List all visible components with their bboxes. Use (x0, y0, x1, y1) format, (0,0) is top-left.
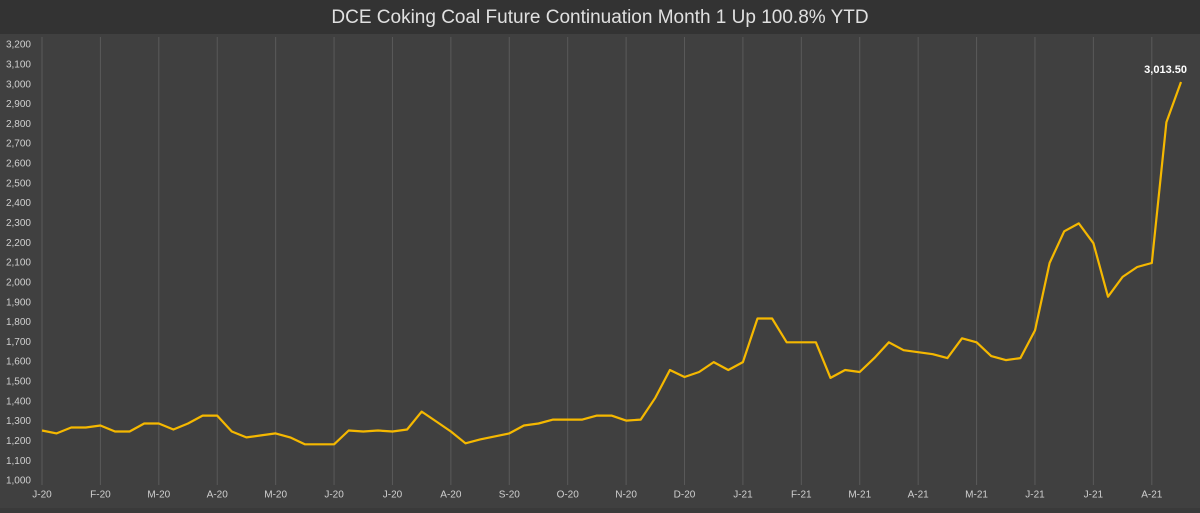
y-tick-label: 1,700 (6, 337, 31, 348)
x-tick-label: A-21 (1141, 490, 1163, 501)
y-tick-label: 2,300 (6, 218, 31, 229)
title-bar (0, 0, 1200, 34)
x-tick-label: J-21 (1025, 490, 1045, 501)
y-tick-label: 2,400 (6, 198, 31, 209)
y-tick-label: 2,900 (6, 99, 31, 110)
x-tick-label: J-20 (32, 490, 52, 501)
y-tick-label: 1,300 (6, 416, 31, 427)
y-tick-label: 2,100 (6, 258, 31, 269)
y-tick-label: 2,800 (6, 119, 31, 130)
y-tick-label: 1,000 (6, 476, 31, 487)
y-tick-label: 1,400 (6, 396, 31, 407)
y-tick-label: 2,200 (6, 238, 31, 249)
chart-title: DCE Coking Coal Future Continuation Mont… (331, 7, 868, 28)
y-tick-label: 1,900 (6, 297, 31, 308)
y-tick-label: 1,600 (6, 357, 31, 368)
y-tick-label: 3,000 (6, 79, 31, 90)
value-label: 3,013.50 (1144, 64, 1187, 76)
x-tick-label: F-21 (791, 490, 812, 501)
x-tick-label: O-20 (557, 490, 580, 501)
y-tick-label: 3,200 (6, 40, 31, 51)
y-tick-label: 3,100 (6, 59, 31, 70)
y-tick-label: 2,600 (6, 159, 31, 170)
y-tick-label: 1,800 (6, 317, 31, 328)
x-tick-label: D-20 (674, 490, 696, 501)
x-tick-label: M-21 (965, 490, 988, 501)
x-tick-label: A-20 (207, 490, 229, 501)
x-tick-label: A-20 (440, 490, 462, 501)
x-tick-label: F-20 (90, 490, 111, 501)
x-tick-label: M-20 (264, 490, 287, 501)
x-tick-label: J-21 (733, 490, 753, 501)
y-tick-label: 2,000 (6, 277, 31, 288)
line (41, 81, 1183, 446)
y-tick-label: 2,700 (6, 139, 31, 150)
x-tick-label: J-20 (324, 490, 344, 501)
x-tick-label: J-21 (1084, 490, 1104, 501)
y-tick-label: 1,200 (6, 436, 31, 447)
y-tick-label: 1,500 (6, 377, 31, 388)
x-tick-label: M-21 (848, 490, 871, 501)
x-tick-label: N-20 (615, 490, 637, 501)
y-tick-label: 1,100 (6, 456, 31, 467)
x-tick-label: M-20 (147, 490, 170, 501)
x-tick-label: S-20 (499, 490, 521, 501)
y-tick-label: 2,500 (6, 178, 31, 189)
x-tick-label: A-21 (908, 490, 930, 501)
x-tick-label: J-20 (383, 490, 403, 501)
